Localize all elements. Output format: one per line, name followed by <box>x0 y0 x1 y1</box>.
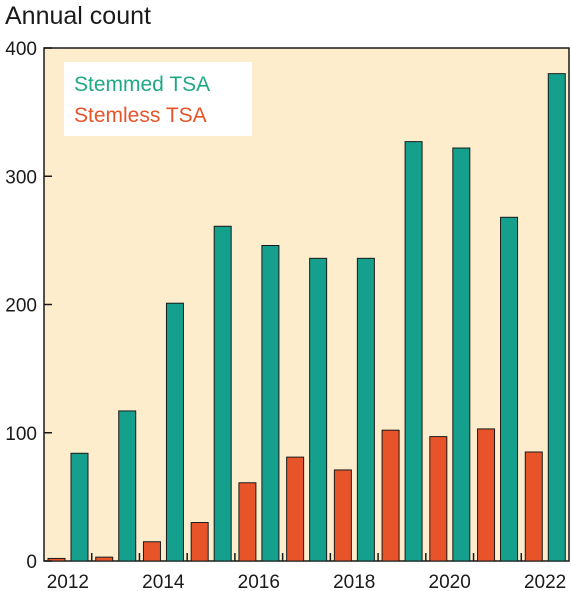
x-tick-label: 2014 <box>142 572 185 591</box>
bar-stemmed-tsa-2017 <box>309 257 328 562</box>
legend: Stemmed TSA Stemless TSA <box>64 62 252 136</box>
y-axis-label: Annual count <box>5 2 151 30</box>
bar-stemmed-tsa-2019 <box>404 141 423 562</box>
bar-stemmed-tsa-2021 <box>500 216 519 562</box>
bars-group <box>47 73 566 562</box>
bar-stemless-tsa-2022 <box>524 451 543 562</box>
bar-stemless-tsa-2021 <box>477 428 496 562</box>
bar-stemless-tsa-2018 <box>333 469 352 562</box>
bar-stemless-tsa-2017 <box>286 456 305 562</box>
y-tick-label: 400 <box>5 39 37 60</box>
x-tick-label: 2016 <box>238 572 280 591</box>
x-tick-label: 2012 <box>47 572 89 591</box>
legend-label-stemmed-tsa: Stemmed TSA <box>74 73 210 96</box>
bar-stemmed-tsa-2014 <box>165 302 184 562</box>
legend-label-stemless-tsa: Stemless TSA <box>74 104 207 127</box>
x-tick-label: 2022 <box>524 572 566 591</box>
y-tick-label: 100 <box>5 424 37 445</box>
bar-stemless-tsa-2015 <box>190 522 209 562</box>
x-tick-label: 2018 <box>333 572 375 591</box>
x-tick-label: 2020 <box>429 572 471 591</box>
bar-stemmed-tsa-2020 <box>452 147 471 562</box>
x-axis: 2012 2014 2016 2018 2020 2022 <box>47 553 566 591</box>
bar-stemmed-tsa-2016 <box>261 245 280 562</box>
bar-stemless-tsa-2014 <box>142 541 161 562</box>
bar-stemmed-tsa-2022 <box>547 73 566 562</box>
y-tick-label: 200 <box>5 296 37 317</box>
bar-stemmed-tsa-2018 <box>356 257 375 562</box>
y-tick-label: 0 <box>26 552 37 573</box>
bar-stemmed-tsa-2012 <box>70 452 89 562</box>
bar-stemless-tsa-2020 <box>429 436 448 562</box>
bar-stemless-tsa-2019 <box>381 429 400 562</box>
bar-stemmed-tsa-2013 <box>118 410 137 562</box>
bar-stemless-tsa-2012 <box>47 557 66 562</box>
y-tick-label: 300 <box>5 167 37 188</box>
legend-box <box>64 62 252 136</box>
bar-stemless-tsa-2016 <box>238 482 257 562</box>
bar-stemless-tsa-2013 <box>95 556 114 562</box>
bar-stemmed-tsa-2015 <box>213 225 232 562</box>
y-axis: 0 100 200 300 400 <box>5 39 52 573</box>
